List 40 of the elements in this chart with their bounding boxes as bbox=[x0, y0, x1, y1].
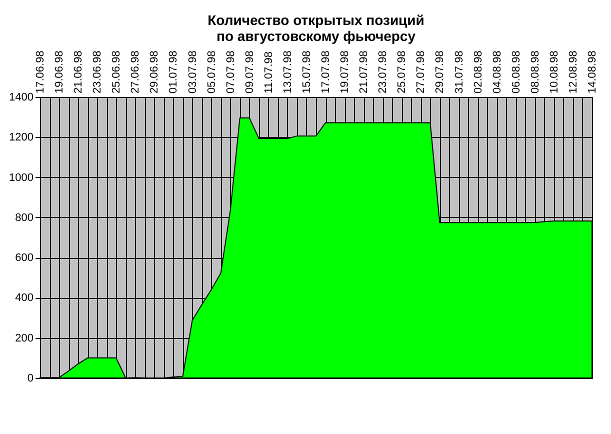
x-tick-label: 17.06.98 bbox=[34, 50, 46, 94]
x-tick-label: 21.06.98 bbox=[72, 50, 85, 94]
x-tick-label: 05.07.98 bbox=[206, 50, 218, 94]
x-tick-label: 25.06.98 bbox=[110, 50, 123, 94]
x-tick-label: 25.07.98 bbox=[396, 50, 408, 94]
y-tick-label: 1200 bbox=[9, 132, 34, 144]
x-tick-label: 19.07.98 bbox=[339, 50, 352, 94]
x-tick-label: 03.07.98 bbox=[186, 50, 199, 94]
x-tick-label: 12.08.98 bbox=[567, 50, 580, 94]
x-tick-label: 08.08.98 bbox=[529, 50, 542, 94]
x-tick-label: 04.08.98 bbox=[491, 50, 504, 94]
y-tick-label: 200 bbox=[15, 332, 34, 344]
x-tick-label: 27.06.98 bbox=[130, 50, 142, 94]
x-tick-label: 31.07.98 bbox=[453, 50, 466, 94]
x-tick-label: 14.08.98 bbox=[586, 50, 598, 94]
x-tick-label: 11.07.98 bbox=[262, 51, 275, 94]
x-tick-label: 07.07.98 bbox=[224, 50, 237, 94]
y-tick-label: 0 bbox=[27, 372, 34, 384]
x-tick-label: 21.07.98 bbox=[358, 50, 370, 94]
text: по августовскому фьючерсу bbox=[216, 28, 416, 44]
x-tick-label: 09.07.98 bbox=[244, 50, 256, 94]
x-tick-label: 23.07.98 bbox=[377, 50, 390, 94]
x-tick-label: 29.06.98 bbox=[148, 50, 161, 94]
y-tick-label: 1400 bbox=[9, 92, 34, 104]
y-tick-label: 800 bbox=[15, 212, 34, 224]
x-tick-label: 19.06.98 bbox=[54, 50, 66, 94]
x-tick-label: 06.08.98 bbox=[510, 50, 522, 94]
x-tick-label: 27.07.98 bbox=[415, 50, 428, 94]
x-tick-label: 29.07.98 bbox=[434, 50, 446, 94]
y-tick-label: 1000 bbox=[9, 172, 34, 184]
text: Количество открытых позиций bbox=[208, 12, 424, 28]
x-tick-label: 13.07.98 bbox=[282, 50, 294, 94]
x-tick-label: 02.08.98 bbox=[472, 50, 484, 94]
x-tick-label: 15.07.98 bbox=[300, 50, 313, 94]
x-tick-label: 01.07.98 bbox=[168, 50, 180, 94]
y-tick-label: 600 bbox=[15, 252, 34, 264]
x-tick-label: 23.06.98 bbox=[92, 50, 104, 94]
y-tick-label: 400 bbox=[15, 292, 34, 304]
x-tick-label: 10.08.98 bbox=[548, 50, 560, 94]
x-tick-label: 17.07.98 bbox=[320, 50, 332, 94]
